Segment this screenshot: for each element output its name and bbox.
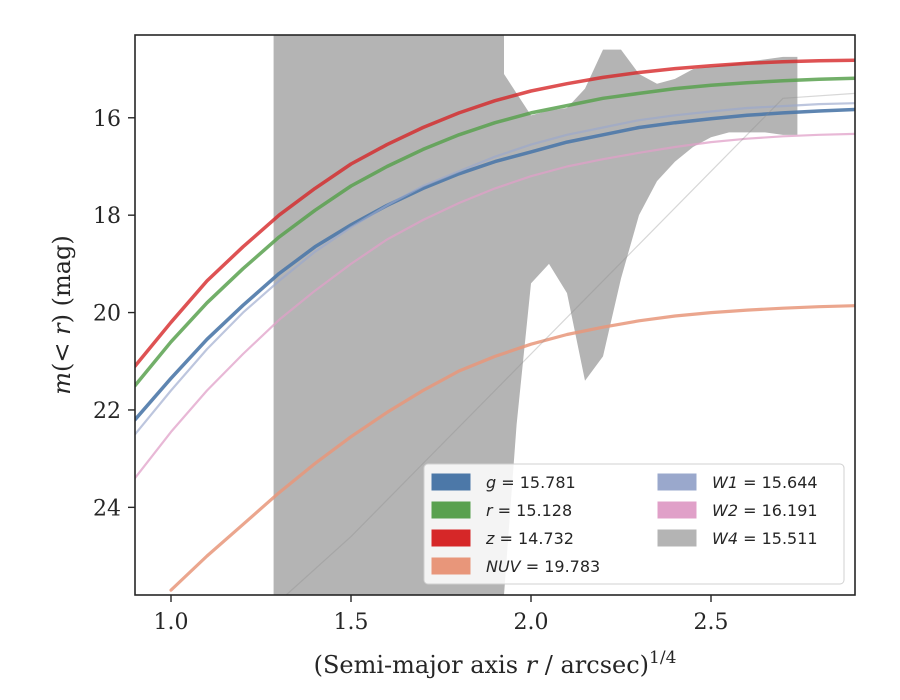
plot-area — [135, 35, 855, 595]
y-tick-label: 16 — [93, 107, 121, 132]
x-tick-label: 1.0 — [154, 610, 189, 635]
legend-swatch-w4 — [657, 529, 697, 547]
plot-frame — [134, 34, 856, 596]
legend-label-w1: W1 = 15.644 — [712, 473, 818, 492]
legend-label-r: r = 15.128 — [486, 501, 572, 520]
legend-label-w4: W4 = 15.511 — [712, 529, 818, 548]
legend-label-w2: W2 = 16.191 — [712, 501, 818, 520]
legend-label-z: z = 14.732 — [485, 529, 574, 548]
y-tick-label: 22 — [93, 399, 121, 424]
axes-ticks: 1.0 1.5 2.0 2.5 16 18 20 22 24 — [93, 107, 729, 635]
legend-swatch-w2 — [657, 501, 697, 519]
series-line-w2 — [135, 132, 855, 480]
y-tick-label: 18 — [93, 204, 121, 229]
legend-swatch-z — [431, 529, 471, 547]
legend-swatch-w1 — [657, 473, 697, 491]
y-axis-title: m(< r) (mag) — [48, 235, 76, 395]
y-tick-label: 20 — [93, 302, 121, 327]
series-line-r — [135, 76, 855, 388]
x-axis-title: (Semi-major axis r / arcsec)1/4 — [314, 648, 677, 679]
series-line-w4 — [285, 92, 855, 595]
legend-swatch-r — [431, 501, 471, 519]
y-tick-label: 24 — [93, 496, 121, 521]
legend-label-nuv: NUV = 19.783 — [486, 557, 600, 576]
series-line-z — [135, 58, 855, 368]
x-tick-label: 2.0 — [514, 610, 549, 635]
legend: g = 15.781 r = 15.128 z = 14.732 NUV = 19.7… — [423, 463, 845, 585]
legend-swatch-g — [431, 473, 471, 491]
series-line-w1 — [135, 102, 855, 436]
legend-box — [423, 463, 845, 585]
legend-label-g: g = 15.781 — [486, 473, 576, 492]
series-line-nuv — [169, 304, 855, 592]
x-tick-label: 2.5 — [694, 610, 729, 635]
legend-swatch-nuv — [431, 557, 471, 575]
x-tick-label: 1.5 — [334, 610, 369, 635]
series-line-g — [135, 107, 855, 422]
w4-error-band — [504, 49, 798, 595]
